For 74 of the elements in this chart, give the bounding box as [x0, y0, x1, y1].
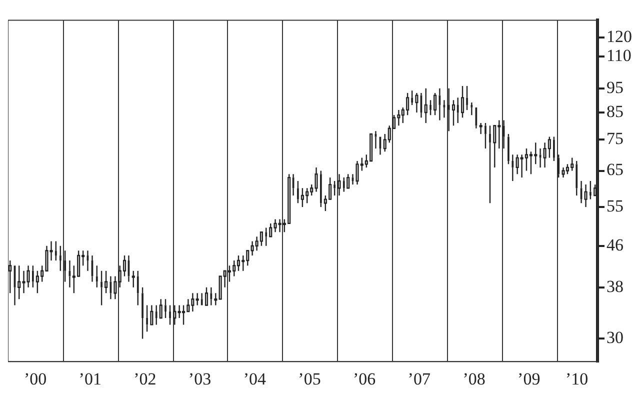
y-tick-label: 30: [606, 328, 624, 348]
candlestick: [164, 298, 166, 319]
candlestick: [8, 260, 12, 294]
candlestick: [466, 85, 468, 111]
y-tick-label: 120: [606, 27, 632, 46]
y-tick-label: 110: [606, 46, 632, 65]
x-tick-label: ’05: [298, 369, 321, 388]
candlestick: [320, 170, 322, 208]
candlestick: [32, 265, 34, 288]
candlestick: [104, 270, 108, 294]
x-tick-label: ’00: [24, 369, 47, 388]
candlestick: [524, 148, 528, 172]
candlestick: [489, 125, 491, 204]
candlestick: [470, 102, 473, 116]
candlestick: [136, 270, 139, 306]
candlestick: [562, 166, 565, 178]
candlestick: [493, 125, 496, 168]
candlestick: [54, 240, 57, 262]
candlestick: [415, 92, 418, 114]
candlestick: [548, 136, 551, 158]
candlestick: [452, 99, 456, 126]
candlestick: [173, 304, 176, 326]
x-tick-label: ’03: [188, 369, 212, 388]
y-tick-label: 46: [606, 235, 624, 254]
candlestick: [456, 97, 459, 124]
candlestick: [236, 254, 240, 272]
x-tick-label: ’01: [78, 369, 102, 388]
candlestick: [64, 250, 66, 282]
y-tick-label: 85: [606, 102, 624, 121]
y-tick-label: 65: [606, 160, 624, 180]
candlestick: [338, 174, 341, 196]
candlestick: [265, 227, 268, 246]
candlestick: [114, 276, 117, 300]
candlestick: [297, 180, 299, 204]
candlestick: [553, 136, 555, 162]
candlestick: [576, 160, 578, 196]
candlestick: [430, 99, 432, 116]
x-tick-label: ’02: [134, 369, 156, 388]
x-tick-label: ’10: [565, 369, 588, 388]
y-tick-label: 55: [606, 196, 624, 216]
candlestick: [448, 88, 450, 132]
candlestick: [155, 304, 158, 326]
candlestick: [508, 133, 510, 165]
candlestick: [150, 304, 154, 326]
y-tick-label: 75: [606, 129, 624, 148]
y-tick-label: 95: [606, 78, 624, 97]
candlestick: [424, 88, 428, 124]
x-tick-label: ’08: [462, 369, 486, 388]
candlestick: [539, 148, 542, 168]
candlestick: [146, 304, 148, 332]
x-tick-label: ’06: [352, 369, 376, 388]
candlestick: [529, 150, 533, 175]
candlestick: [200, 292, 203, 306]
candlestick: [132, 270, 135, 288]
candlestick: [558, 154, 560, 178]
candlestick: [479, 122, 482, 135]
x-tick-label: ’09: [518, 369, 540, 388]
candlestick: [96, 265, 98, 288]
candlestick: [142, 286, 144, 340]
candlestick: [590, 180, 592, 200]
candlestick: [512, 154, 514, 182]
candlestick: [460, 85, 464, 118]
candlestick: [475, 107, 478, 129]
candlestick: [411, 90, 413, 106]
candlestick: [169, 304, 171, 326]
x-tick-label: ’07: [408, 369, 431, 388]
candlestick: [59, 245, 62, 272]
candlestick: [210, 286, 212, 306]
candlestick: [100, 270, 102, 306]
candlestick: [484, 122, 486, 150]
candlestick: [334, 180, 336, 196]
y-tick-label: 38: [606, 276, 624, 296]
candlestick: [584, 184, 588, 208]
x-tick-label: ’04: [243, 369, 267, 388]
